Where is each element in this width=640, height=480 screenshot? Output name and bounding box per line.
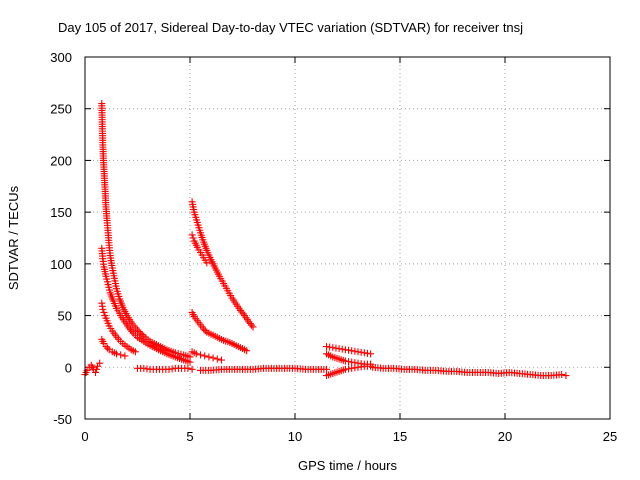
data-point bbox=[243, 347, 251, 355]
data-point bbox=[134, 326, 141, 334]
y-tick-label: 150 bbox=[50, 205, 72, 220]
data-point bbox=[186, 358, 194, 366]
data-point bbox=[205, 353, 213, 361]
data-point bbox=[102, 343, 110, 351]
data-point bbox=[192, 350, 200, 358]
y-tick-label: -50 bbox=[53, 412, 72, 427]
data-point bbox=[135, 328, 143, 336]
data-point bbox=[203, 259, 211, 267]
mark-layer bbox=[81, 100, 570, 380]
data-point bbox=[96, 359, 104, 367]
y-tick-label: 50 bbox=[58, 309, 72, 324]
data-point bbox=[137, 329, 145, 337]
x-tick-label: 20 bbox=[498, 429, 512, 444]
y-tick-label: 100 bbox=[50, 257, 72, 272]
x-tick-label: 10 bbox=[288, 429, 302, 444]
data-point bbox=[121, 352, 129, 360]
x-tick-label: 5 bbox=[186, 429, 193, 444]
x-tick-label: 15 bbox=[393, 429, 407, 444]
data-point bbox=[99, 305, 107, 313]
data-point bbox=[558, 371, 566, 379]
data-point bbox=[248, 321, 256, 329]
plot-frame bbox=[84, 56, 611, 420]
data-point bbox=[213, 355, 221, 363]
data-point bbox=[189, 234, 197, 242]
data-point bbox=[93, 365, 101, 373]
data-point bbox=[100, 308, 108, 316]
data-point bbox=[218, 356, 225, 364]
data-point bbox=[239, 310, 247, 318]
data-point bbox=[131, 348, 139, 356]
data-point bbox=[323, 365, 330, 373]
y-axis-label: SDTVAR / TECUs bbox=[6, 185, 21, 290]
data-point bbox=[92, 368, 99, 376]
data-point bbox=[104, 344, 112, 352]
data-point bbox=[200, 325, 208, 333]
data-point bbox=[197, 351, 204, 359]
data-point bbox=[188, 365, 196, 373]
data-point bbox=[249, 323, 257, 331]
data-point bbox=[128, 327, 136, 335]
data-point bbox=[117, 351, 125, 359]
data-point bbox=[209, 354, 217, 362]
x-tick-label: 0 bbox=[81, 429, 88, 444]
y-tick-label: 300 bbox=[50, 50, 72, 65]
grid-layer bbox=[85, 57, 610, 419]
chart-title: Day 105 of 2017, Sidereal Day-to-day VTE… bbox=[58, 20, 523, 35]
y-tick-label: 0 bbox=[65, 360, 72, 375]
y-tick-label: 250 bbox=[50, 102, 72, 117]
x-axis-label: GPS time / hours bbox=[298, 458, 397, 473]
data-point bbox=[367, 350, 375, 358]
data-point bbox=[562, 372, 570, 380]
data-point bbox=[188, 231, 196, 239]
x-tick-label: 25 bbox=[603, 429, 617, 444]
data-point bbox=[201, 327, 209, 335]
data-point bbox=[113, 350, 120, 358]
data-point bbox=[201, 352, 209, 360]
y-tick-label: 200 bbox=[50, 153, 72, 168]
data-point bbox=[184, 364, 192, 372]
